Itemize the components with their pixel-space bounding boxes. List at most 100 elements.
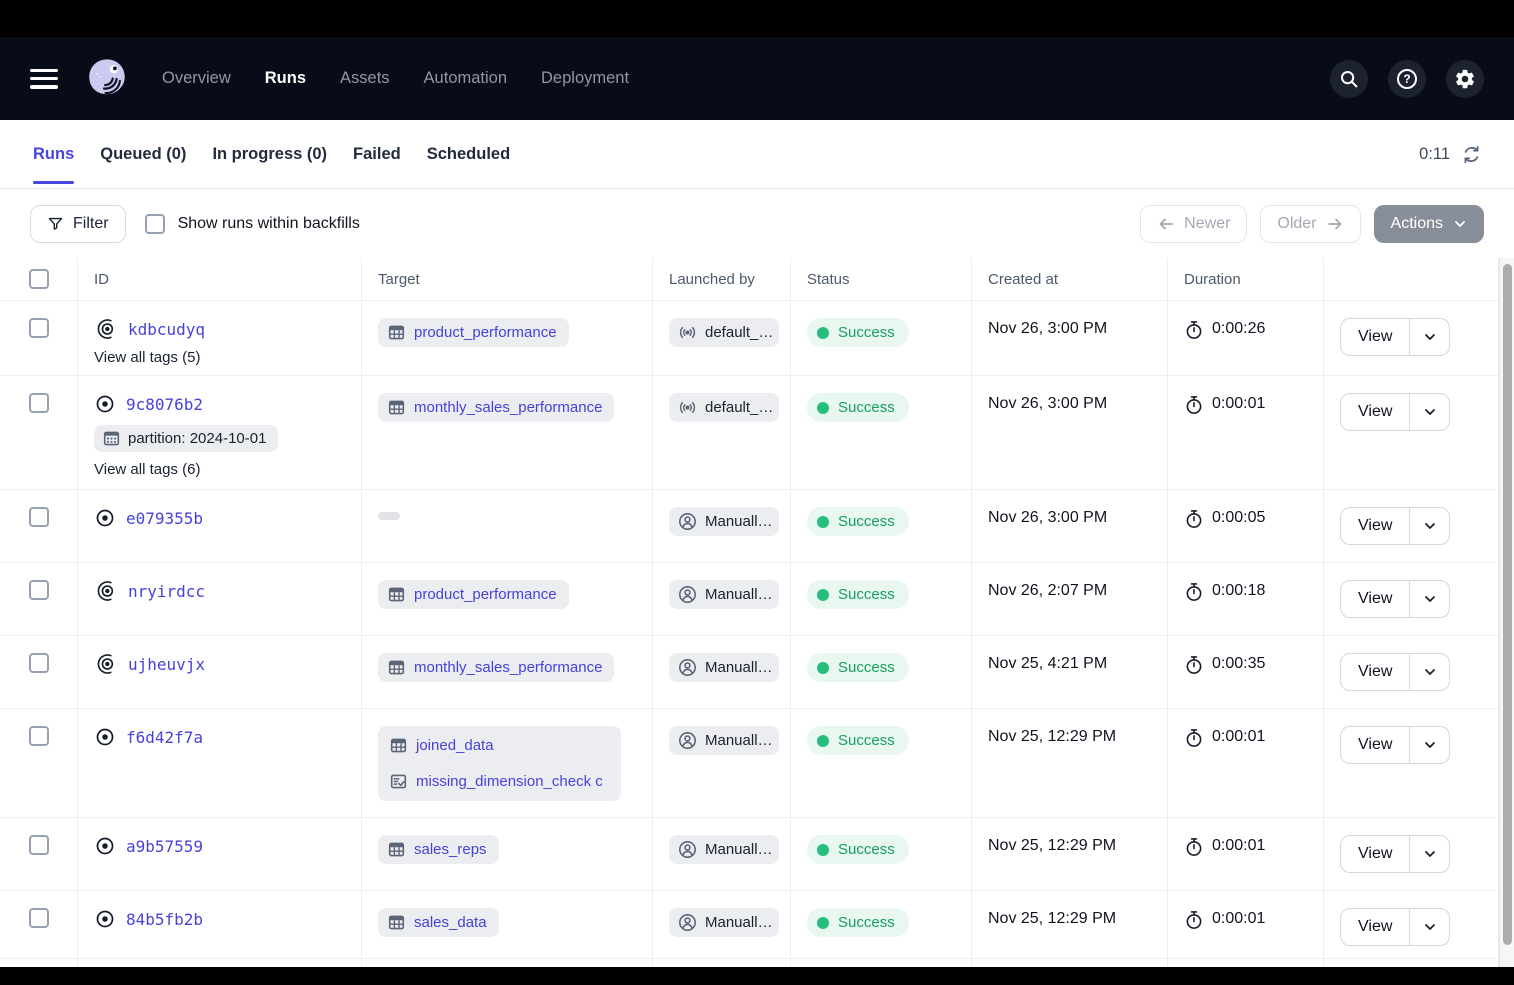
view-dropdown-caret[interactable] [1409, 909, 1449, 945]
status-badge[interactable]: Success [807, 393, 909, 422]
partition-tag-chip[interactable]: partition: 2024-10-01 [94, 425, 279, 452]
run-id-link[interactable]: e079355b [126, 508, 204, 528]
target-asset-chip[interactable]: product_performance [378, 580, 569, 609]
launched-by-label: default_… [705, 324, 774, 341]
tab-queued[interactable]: Queued (0) [100, 144, 187, 163]
launched-by-chip[interactable]: Manuall… [669, 580, 779, 609]
target-asset-chip[interactable]: monthly_sales_performance [378, 653, 615, 682]
view-button[interactable]: View [1358, 403, 1393, 420]
row-checkbox[interactable] [28, 726, 49, 746]
target-asset-chip[interactable]: sales_data [378, 908, 499, 937]
view-dropdown-caret[interactable] [1409, 581, 1449, 617]
dagster-octopus-logo[interactable] [84, 56, 130, 102]
row-checkbox[interactable] [28, 318, 49, 338]
view-dropdown-caret[interactable] [1409, 836, 1449, 872]
tab-in-progress[interactable]: In progress (0) [212, 144, 328, 163]
run-id-link[interactable]: 84b5fb2b [126, 909, 204, 929]
launched-by-label: Manuall… [705, 659, 773, 676]
view-button[interactable]: View [1358, 663, 1393, 680]
nav-item-deployment[interactable]: Deployment [541, 69, 630, 87]
status-dot-icon [817, 588, 829, 601]
view-button[interactable]: View [1358, 845, 1393, 862]
row-checkbox[interactable] [28, 393, 49, 413]
column-header-actions [1324, 258, 1499, 300]
gear-icon[interactable] [1446, 59, 1484, 98]
target-asset-chip[interactable]: sales_reps [378, 835, 499, 864]
nav-item-assets[interactable]: Assets [340, 69, 390, 87]
actions-button[interactable]: Actions [1373, 204, 1484, 243]
status-badge[interactable]: Success [807, 318, 909, 347]
newer-button[interactable]: Newer [1140, 204, 1248, 243]
launched-by-chip[interactable]: default_… [669, 393, 779, 422]
launched-by-chip[interactable]: Manuall… [669, 835, 779, 864]
target-asset-link[interactable]: joined_data [390, 737, 609, 754]
older-button[interactable]: Older [1260, 204, 1361, 243]
status-badge[interactable]: Success [807, 507, 909, 536]
run-id-link[interactable]: kdbcudyq [128, 319, 206, 339]
status-badge[interactable]: Success [807, 835, 909, 864]
row-checkbox[interactable] [28, 580, 49, 600]
nav-item-runs[interactable]: Runs [264, 69, 307, 87]
run-id-link[interactable]: 9c8076b2 [126, 394, 204, 414]
view-dropdown-caret[interactable] [1409, 654, 1449, 690]
duration-value: 0:00:18 [1212, 582, 1266, 599]
target-asset-chip[interactable]: product_performance [378, 318, 569, 347]
status-badge[interactable]: Success [807, 726, 909, 755]
select-all-checkbox[interactable] [28, 269, 49, 289]
tab-failed[interactable]: Failed [353, 144, 401, 163]
status-badge[interactable]: Success [807, 653, 909, 682]
view-button[interactable]: View [1358, 590, 1393, 607]
row-checkbox[interactable] [28, 507, 49, 527]
run-id-link[interactable]: ujheuvjx [128, 654, 206, 674]
view-button[interactable]: View [1358, 328, 1393, 345]
status-badge[interactable]: Success [807, 580, 909, 609]
launched-by-chip[interactable]: Manuall… [669, 908, 779, 937]
search-icon[interactable] [1330, 59, 1368, 98]
filter-button[interactable]: Filter [30, 204, 126, 243]
launched-by-chip[interactable]: Manuall… [669, 653, 779, 682]
status-badge[interactable]: Success [807, 908, 909, 937]
vertical-scrollbar[interactable] [1499, 258, 1514, 967]
target-cell: monthly_sales_performance [362, 376, 653, 489]
run-id-link[interactable]: a9b57559 [126, 836, 204, 856]
run-target-icon [94, 835, 116, 857]
status-label: Success [838, 914, 895, 931]
table-row: kdbcudyq View all tags (5) product_perform… [0, 301, 1499, 376]
help-icon[interactable]: ? [1388, 59, 1426, 98]
view-dropdown-caret[interactable] [1409, 727, 1449, 763]
hamburger-menu-icon[interactable] [30, 68, 58, 89]
backfills-checkbox[interactable] [144, 213, 165, 234]
run-id-link[interactable]: f6d42f7a [126, 727, 204, 747]
nav-item-overview[interactable]: Overview [162, 69, 231, 87]
view-split-button: View [1340, 653, 1451, 691]
run-target-open-icon [94, 318, 118, 340]
view-button[interactable]: View [1358, 736, 1393, 753]
target-asset-link[interactable]: missing_dimension_check c [390, 773, 609, 790]
row-checkbox[interactable] [28, 835, 49, 855]
view-button[interactable]: View [1358, 517, 1393, 534]
backfills-label: Show runs within backfills [177, 214, 360, 232]
refresh-icon[interactable] [1462, 145, 1481, 164]
created-at-cell: Nov 25, 4:21 PM [972, 636, 1168, 708]
run-id-link[interactable]: nryirdcc [128, 581, 206, 601]
launched-by-chip[interactable]: Manuall… [669, 726, 779, 755]
person-icon [678, 913, 697, 932]
view-dropdown-caret[interactable] [1409, 319, 1449, 355]
launched-by-chip[interactable]: Manuall… [669, 507, 779, 536]
view-dropdown-caret[interactable] [1409, 508, 1449, 544]
view-button[interactable]: View [1358, 918, 1393, 935]
tab-scheduled[interactable]: Scheduled [426, 144, 511, 163]
launched-by-chip[interactable]: default_… [669, 318, 779, 347]
scrollbar-thumb[interactable] [1503, 264, 1512, 945]
view-all-tags-link[interactable]: View all tags (5) [94, 349, 201, 366]
tab-runs[interactable]: Runs [33, 120, 75, 188]
status-label: Success [838, 513, 895, 530]
view-dropdown-caret[interactable] [1409, 394, 1449, 430]
row-checkbox[interactable] [28, 653, 49, 673]
id-cell: f6d42f7a [78, 709, 362, 817]
target-asset-chip[interactable]: monthly_sales_performance [378, 393, 615, 422]
view-split-button: View [1340, 580, 1451, 618]
nav-item-automation[interactable]: Automation [423, 69, 508, 87]
row-checkbox[interactable] [28, 908, 49, 928]
view-all-tags-link[interactable]: View all tags (6) [94, 461, 201, 478]
